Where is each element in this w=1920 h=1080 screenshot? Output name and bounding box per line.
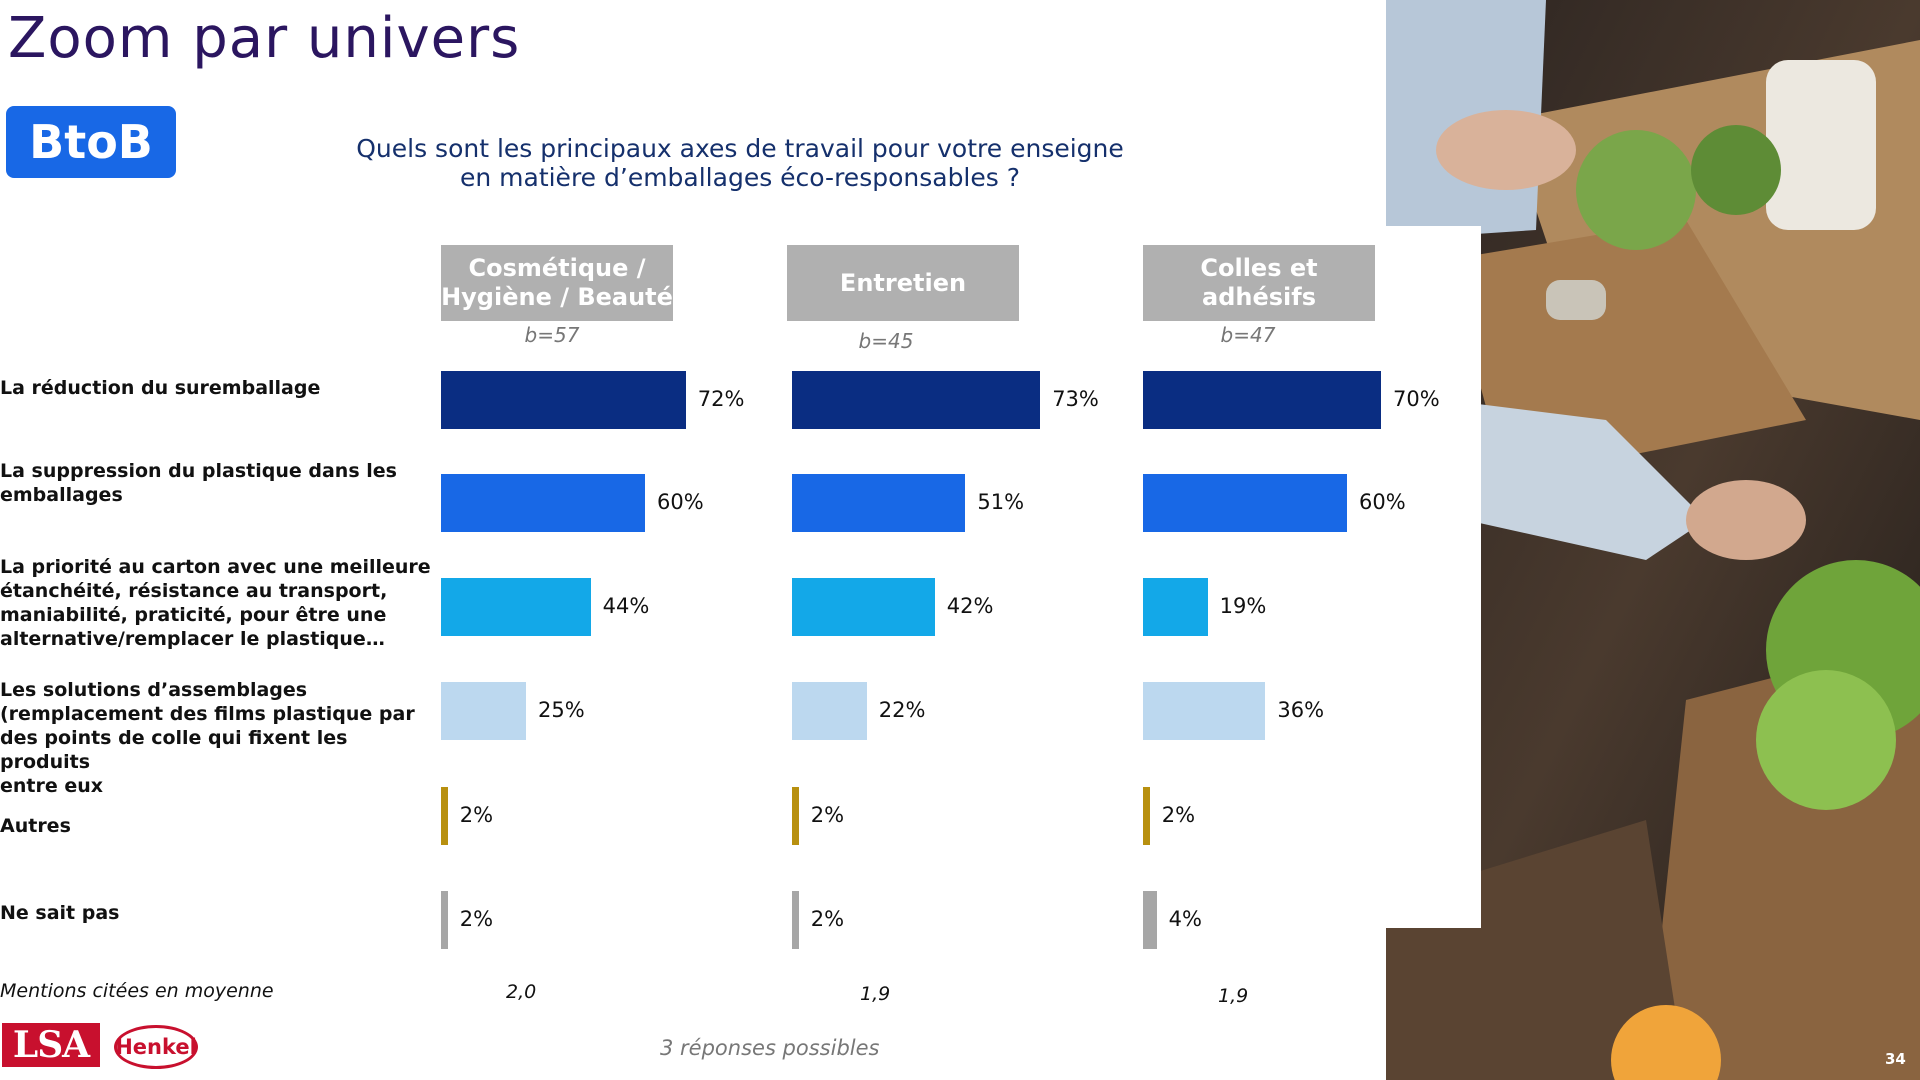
category-label-line: La réduction du suremballage — [0, 377, 321, 399]
series-header-line: Entretien — [839, 268, 967, 297]
category-label-line: des points de colle qui fixent les produ… — [0, 727, 348, 773]
lsa-logo: LSA — [2, 1023, 100, 1067]
bar — [1143, 787, 1150, 845]
bar-value-label: 2% — [1161, 803, 1196, 827]
category-label: La suppression du plastique dans les emb… — [0, 459, 440, 507]
bar-value-label: 2% — [459, 803, 494, 827]
bar-value-label: 25% — [538, 698, 585, 722]
bar-value-label: 60% — [657, 490, 704, 514]
bar-value-label: 36% — [1277, 698, 1325, 722]
bar — [1143, 578, 1208, 636]
bar-value-label: 72% — [697, 387, 745, 411]
bar — [1143, 474, 1347, 532]
bar-value-label: 51% — [977, 490, 1025, 514]
category-label: Ne sait pas — [0, 901, 440, 925]
bar — [792, 371, 1041, 429]
survey-question: Quels sont les principaux axes de travai… — [356, 134, 1124, 192]
series-header: Cosmétique / Hygiène / Beauté — [441, 245, 673, 321]
bar — [792, 891, 799, 949]
category-label: Autres — [0, 814, 440, 838]
category-label-line: maniabilité, praticité, pour être une — [0, 604, 387, 626]
bar-value-label: 2% — [459, 907, 494, 931]
photo-white-panel — [1386, 226, 1481, 928]
bar-value-label: 42% — [946, 594, 994, 618]
bar-value-label: 19% — [1219, 594, 1267, 618]
bar-value-label: 4% — [1168, 907, 1202, 931]
category-label: La réduction du suremballage — [0, 376, 440, 400]
bar — [441, 474, 645, 532]
bar-value-label: 2% — [810, 803, 845, 827]
series-header-line: Colles et adhésifs — [1200, 254, 1318, 311]
mean-mentions-label: Mentions citées en moyenne — [0, 980, 274, 1002]
bar — [441, 371, 686, 429]
series-header: Colles et adhésifs — [1143, 245, 1375, 321]
henkel-logo: Henkel — [114, 1025, 198, 1069]
series-base: b=47 — [1220, 323, 1276, 347]
bar-value-label: 73% — [1052, 387, 1099, 411]
footnote: 3 réponses possibles — [660, 1036, 880, 1060]
bar — [441, 682, 526, 740]
bar — [441, 891, 448, 949]
category-label-line: étanchéité, résistance au transport, — [0, 580, 388, 602]
page-title: Zoom par univers — [8, 6, 521, 71]
segment-badge: BtoB — [6, 106, 176, 178]
bar — [792, 578, 935, 636]
category-label-line: (remplacement des films plastique par — [0, 703, 415, 725]
bar — [1143, 682, 1266, 740]
bar — [792, 787, 799, 845]
mean-mentions-value: 2,0 — [506, 981, 537, 1003]
question-line: en matière d’emballages éco-responsables… — [459, 163, 1021, 192]
bar — [792, 474, 966, 532]
category-label-line: La priorité au carton avec une meilleure — [0, 556, 431, 578]
bar — [441, 787, 448, 845]
category-label-line: emballages — [0, 484, 123, 506]
category-label: Les solutions d’assemblages (remplacemen… — [0, 678, 440, 798]
series-header: Entretien — [787, 245, 1019, 321]
category-label-line: La suppression du plastique dans les — [0, 460, 397, 482]
bar-value-label: 70% — [1393, 387, 1440, 411]
bar-value-label: 44% — [602, 594, 650, 618]
bar — [1143, 371, 1381, 429]
mean-mentions-value: 1,9 — [860, 983, 891, 1005]
category-label: La priorité au carton avec une meilleure… — [0, 555, 440, 651]
page-number: 34 — [1885, 1050, 1906, 1068]
series-base: b=57 — [524, 323, 580, 347]
bar — [792, 682, 867, 740]
category-label-line: Ne sait pas — [0, 902, 120, 924]
mean-mentions-value: 1,9 — [1218, 985, 1249, 1007]
bar-value-label: 2% — [810, 907, 845, 931]
category-label-line: Autres — [0, 815, 71, 837]
question-line: Quels sont les principaux axes de travai… — [356, 134, 1124, 163]
bar — [1143, 891, 1157, 949]
bar — [441, 578, 591, 636]
bar-value-label: 60% — [1359, 490, 1406, 514]
series-base: b=45 — [858, 329, 914, 353]
grocery-box-photo — [1386, 0, 1920, 1080]
category-label-line: alternative/remplacer le plastique… — [0, 628, 385, 650]
series-header-line: Cosmétique / — [468, 254, 646, 282]
bar-value-label: 22% — [878, 698, 926, 722]
category-label-line: Les solutions d’assemblages — [0, 679, 308, 701]
series-header-line: Hygiène / Beauté — [441, 283, 673, 311]
category-label-line: entre eux — [0, 775, 104, 797]
